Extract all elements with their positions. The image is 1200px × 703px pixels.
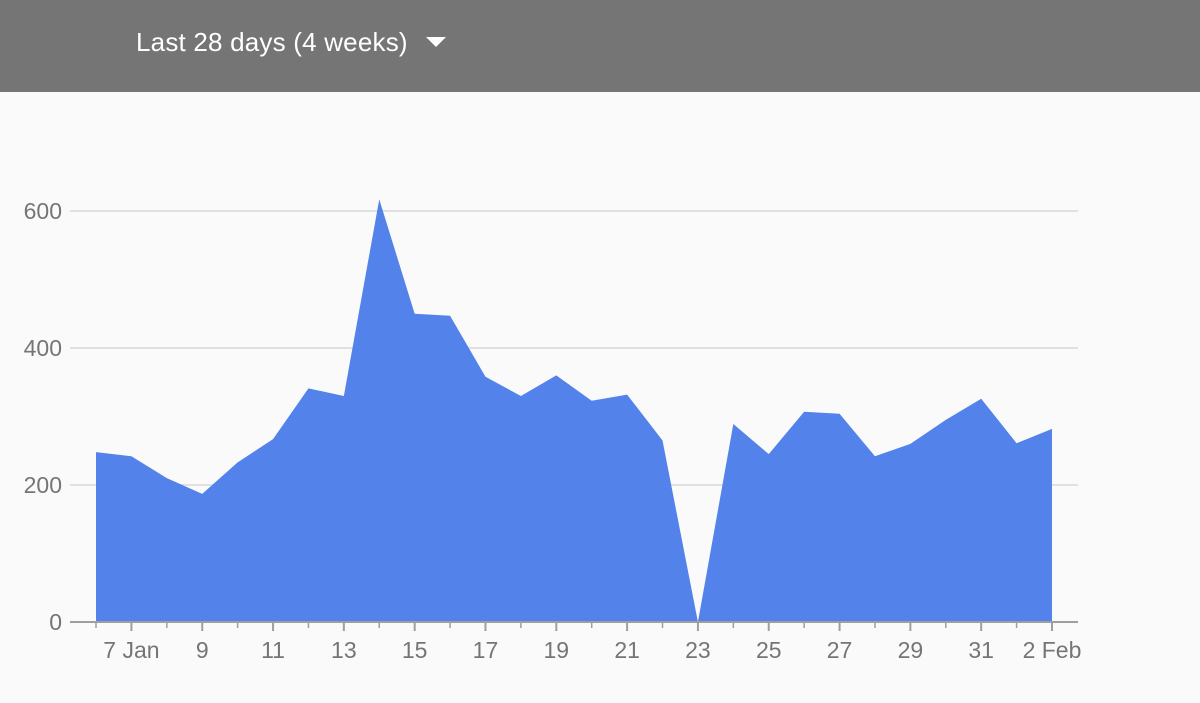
- caret-down-icon: [425, 37, 446, 47]
- chart-area: 0 200 400 600 7 Jan 9 11 13 15 17 19 21 23 25 27 29 31 2 …: [0, 92, 1200, 698]
- y-tick-label: 600: [24, 198, 62, 224]
- y-tick-label: 200: [24, 472, 62, 498]
- date-range-dropdown[interactable]: Last 28 days (4 weeks): [136, 22, 446, 62]
- x-tick-label: 7 Jan: [103, 637, 159, 663]
- x-tick-label: 31: [968, 637, 994, 663]
- area-chart: 0 200 400 600 7 Jan 9 11 13 15 17 19 21 23 25 27 29 31 2 …: [24, 198, 1082, 663]
- date-range-label: Last 28 days (4 weeks): [136, 26, 408, 57]
- x-tick-label: 27: [827, 637, 853, 663]
- x-tick-label: 9: [196, 637, 209, 663]
- x-tick-label: 11: [261, 637, 285, 663]
- series-area: [96, 199, 1052, 622]
- x-tick-label: 15: [402, 637, 428, 663]
- x-tick-label: 25: [756, 637, 782, 663]
- y-tick-label: 0: [49, 609, 62, 635]
- x-tick-label: 19: [543, 637, 569, 663]
- x-tick-label: 2 Feb: [1023, 637, 1082, 663]
- y-tick-label: 400: [24, 335, 62, 361]
- x-tick-label: 21: [614, 637, 640, 663]
- x-tick-label: 29: [898, 637, 924, 663]
- x-tick-label: 13: [331, 637, 357, 663]
- x-tick-label: 23: [685, 637, 711, 663]
- x-tick-label: 17: [473, 637, 499, 663]
- top-bar: Last 28 days (4 weeks): [0, 0, 1200, 92]
